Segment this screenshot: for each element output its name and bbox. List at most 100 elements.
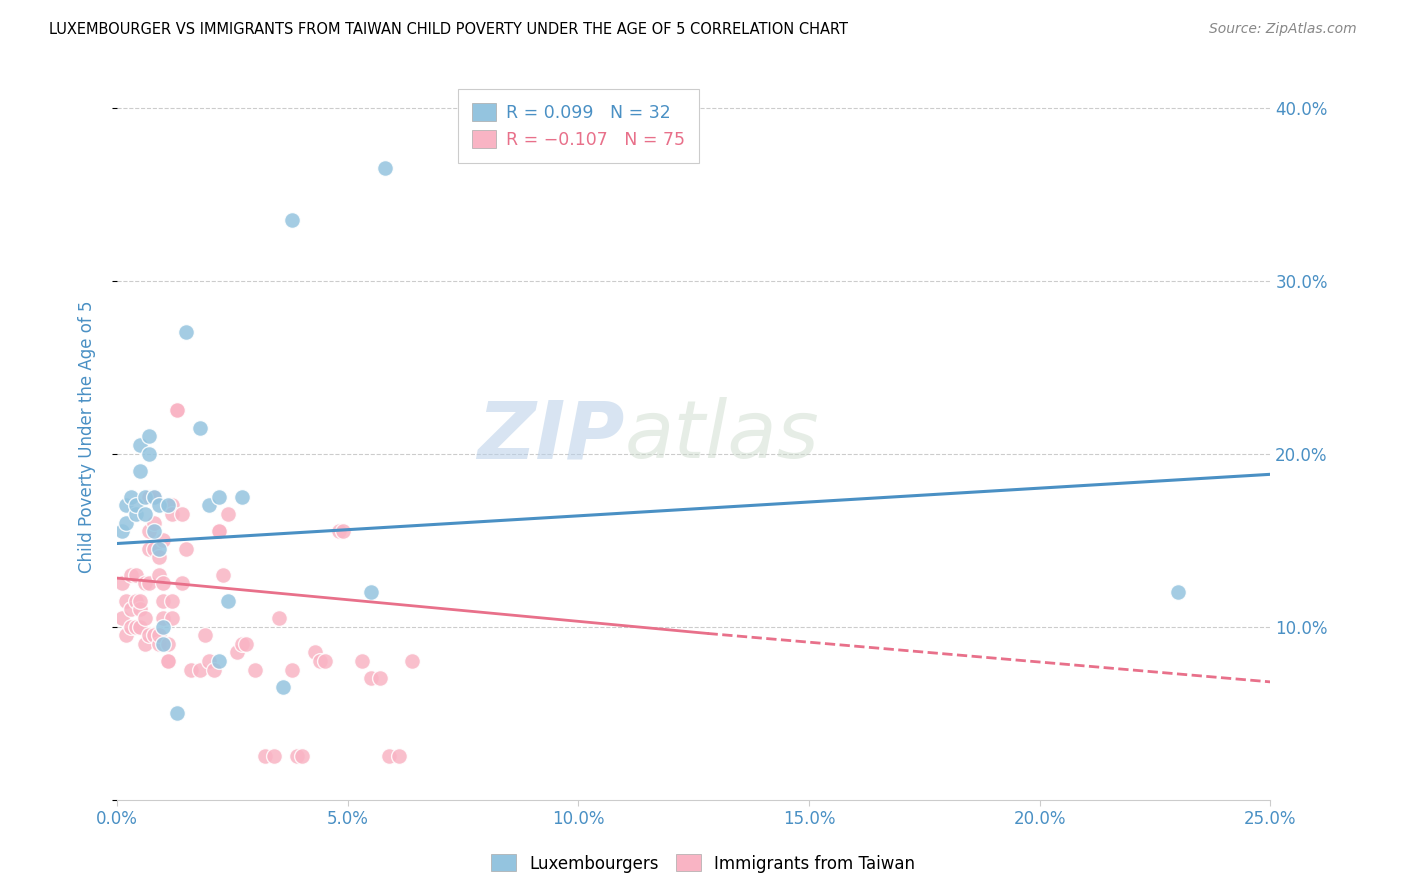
Point [194, 628, 217, 642]
Point [217, 507, 239, 521]
Point [152, 637, 174, 651]
Point [156, 637, 179, 651]
Point [374, 161, 396, 175]
Point [138, 541, 160, 556]
Point [267, 611, 290, 625]
Point [162, 611, 184, 625]
Point [198, 499, 221, 513]
Point [309, 654, 332, 668]
Point [124, 593, 146, 607]
Point [226, 645, 249, 659]
Point [143, 524, 166, 539]
Point [170, 507, 193, 521]
Point [180, 663, 202, 677]
Point [143, 541, 166, 556]
Point [124, 619, 146, 633]
Point [314, 654, 336, 668]
Point [387, 749, 409, 764]
Point [138, 490, 160, 504]
Point [304, 645, 326, 659]
Point [207, 490, 229, 504]
Point [188, 420, 211, 434]
Point [120, 602, 142, 616]
Point [115, 499, 138, 513]
Point [134, 490, 156, 504]
Point [148, 628, 170, 642]
Point [156, 654, 179, 668]
Point [401, 654, 423, 668]
Text: Source: ZipAtlas.com: Source: ZipAtlas.com [1209, 22, 1357, 37]
Point [350, 654, 373, 668]
Point [207, 654, 229, 668]
Point [202, 663, 225, 677]
Point [120, 490, 142, 504]
Point [134, 611, 156, 625]
Point [129, 619, 152, 633]
Point [263, 749, 285, 764]
Point [138, 446, 160, 460]
Point [291, 749, 314, 764]
Point [143, 490, 166, 504]
Text: ZIP: ZIP [477, 397, 624, 475]
Point [152, 611, 174, 625]
Point [207, 524, 229, 539]
Point [152, 593, 174, 607]
Point [281, 213, 304, 227]
Point [235, 637, 257, 651]
Point [170, 576, 193, 591]
Point [271, 680, 294, 694]
Point [111, 576, 134, 591]
Point [162, 499, 184, 513]
Point [129, 593, 152, 607]
Point [198, 654, 221, 668]
Point [148, 541, 170, 556]
Point [129, 438, 152, 452]
Point [328, 524, 350, 539]
Point [134, 637, 156, 651]
Point [129, 602, 152, 616]
Point [212, 567, 235, 582]
Point [360, 672, 382, 686]
Text: atlas: atlas [624, 397, 820, 475]
Point [156, 654, 179, 668]
Point [115, 516, 138, 530]
Point [166, 403, 188, 417]
Point [111, 524, 134, 539]
Point [332, 524, 354, 539]
Point [124, 567, 146, 582]
Point [156, 499, 179, 513]
Point [120, 567, 142, 582]
Point [124, 499, 146, 513]
Point [231, 637, 253, 651]
Point [378, 749, 401, 764]
Point [148, 567, 170, 582]
Point [285, 749, 308, 764]
Legend: R = 0.099   N = 32, R = −0.107   N = 75: R = 0.099 N = 32, R = −0.107 N = 75 [458, 89, 699, 163]
Point [143, 628, 166, 642]
Point [143, 490, 166, 504]
Point [231, 490, 253, 504]
Point [115, 628, 138, 642]
Point [138, 576, 160, 591]
Point [148, 499, 170, 513]
Point [120, 619, 142, 633]
Point [217, 593, 239, 607]
Point [245, 663, 267, 677]
Point [152, 533, 174, 547]
Point [360, 585, 382, 599]
Point [115, 593, 138, 607]
Point [152, 619, 174, 633]
Y-axis label: Child Poverty Under the Age of 5: Child Poverty Under the Age of 5 [79, 300, 96, 573]
Point [129, 464, 152, 478]
Point [176, 326, 198, 340]
Point [281, 663, 304, 677]
Point [138, 429, 160, 443]
Point [162, 593, 184, 607]
Point [253, 749, 276, 764]
Point [176, 541, 198, 556]
Point [124, 507, 146, 521]
Point [134, 576, 156, 591]
Point [368, 672, 391, 686]
Text: LUXEMBOURGER VS IMMIGRANTS FROM TAIWAN CHILD POVERTY UNDER THE AGE OF 5 CORRELAT: LUXEMBOURGER VS IMMIGRANTS FROM TAIWAN C… [49, 22, 848, 37]
Point [111, 611, 134, 625]
